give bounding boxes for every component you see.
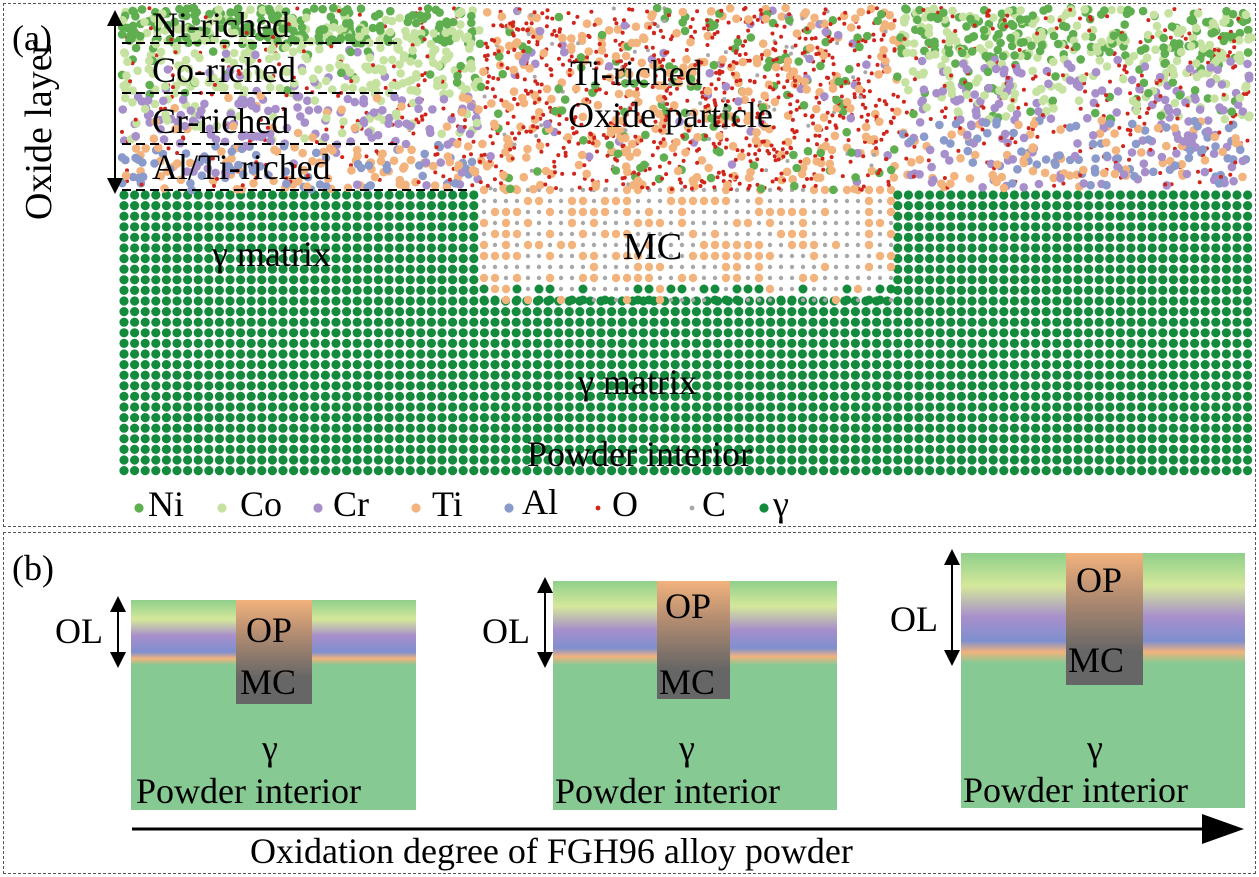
legend-gamma: γ xyxy=(773,484,789,524)
oxidation-axis-label: Oxidation degree of FGH96 alloy powder xyxy=(250,831,853,871)
legend-al: Al xyxy=(522,482,558,522)
legend-ni: Ni xyxy=(148,484,184,524)
powder-interior-label: Powder interior xyxy=(527,434,752,474)
oxide-particle-label: Oxide particle xyxy=(568,95,773,135)
oxide-layer-label: Oxide layer xyxy=(18,41,60,220)
stage-3-gamma-label: γ xyxy=(1087,728,1103,768)
layer-al-ti-riched: Al/Ti-riched xyxy=(152,147,331,187)
legend-o: O xyxy=(612,484,638,524)
stage-2-gamma-label: γ xyxy=(679,728,695,768)
stage-2-mc-label: MC xyxy=(659,662,716,702)
stage-1-interior-label: Powder interior xyxy=(136,771,361,811)
legend-ti: Ti xyxy=(432,484,463,524)
stage-1-op-mc-column xyxy=(236,600,312,704)
stage-1-ol-label: OL xyxy=(55,611,103,651)
stage-1-op-label: OP xyxy=(246,610,293,650)
mc-label: MC xyxy=(623,226,683,268)
legend-co: Co xyxy=(240,484,283,524)
stage-3-op-mc-column xyxy=(1066,553,1143,685)
panel-b xyxy=(3,532,1256,874)
panel-a xyxy=(3,3,1256,527)
stage-2-op-label: OP xyxy=(665,586,712,626)
ti-riched-label: Ti-riched xyxy=(570,53,703,93)
atomic-schematic xyxy=(107,3,1256,513)
stage-2-op-mc-column xyxy=(657,581,730,699)
legend-cr: Cr xyxy=(333,484,369,524)
layer-co-riched: Co-riched xyxy=(152,50,296,90)
gamma-matrix-left-label: γ matrix xyxy=(212,234,331,274)
stage-2-ol-label: OL xyxy=(482,611,530,651)
gamma-matrix-center-label: γ matrix xyxy=(578,362,697,402)
stage-2-interior-label: Powder interior xyxy=(555,771,780,811)
stage-3-mc-label: MC xyxy=(1068,640,1125,680)
stage-1-mc-label: MC xyxy=(240,662,297,702)
stage-3-op-label: OP xyxy=(1076,560,1123,600)
panel-a-label: (a) xyxy=(12,18,52,58)
layer-cr-riched: Cr-riched xyxy=(152,101,290,141)
panel-b-label: (b) xyxy=(12,548,54,588)
stage-3-interior-label: Powder interior xyxy=(963,770,1188,810)
legend-c: C xyxy=(702,484,727,524)
layer-ni-riched: Ni-riched xyxy=(152,5,290,45)
stage-3-ol-label: OL xyxy=(890,599,938,639)
stage-1-gamma-label: γ xyxy=(262,728,278,768)
